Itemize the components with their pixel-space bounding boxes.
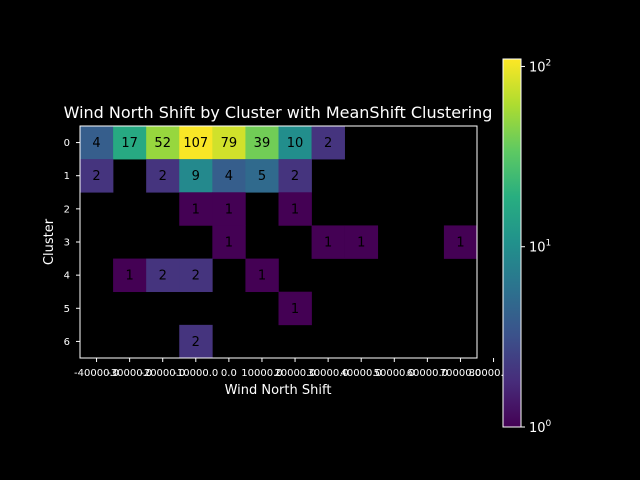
x-tick-label: 10000.0 [241,368,282,379]
cell-value-label: 5 [258,169,266,184]
cell-value-label: 1 [324,236,332,251]
cell-value-label: 4 [225,169,233,184]
x-tick-label: 60000.0 [407,368,448,379]
cell-value-label: 1 [357,236,365,251]
cell-value-label: 9 [192,169,200,184]
x-tick-label: 40000.0 [341,368,382,379]
cell-value-label: 2 [192,269,200,284]
colorbar-tick-label: 101 [529,239,551,256]
x-axis-label: Wind North Shift [225,383,332,398]
cell-value-label: 2 [324,136,332,151]
y-axis-ticks: 0 1 2 3 4 5 6 [64,138,80,348]
heatmap-cell [113,126,147,160]
colorbar-tick-label: 100 [529,419,552,436]
x-tick-label: -30000.0 [107,368,152,379]
cell-value-label: 79 [221,136,238,151]
heatmap-cell [146,126,180,160]
cell-value-label: 52 [154,136,171,151]
chart-title: Wind North Shift by Cluster with MeanShi… [64,103,493,122]
heatmap-cell [80,126,114,160]
heatmap-cell [212,225,246,259]
y-tick-label: 1 [64,171,70,182]
heatmap-cell [278,159,312,193]
cell-value-label: 1 [192,202,200,217]
cell-value-label: 17 [121,136,138,151]
heatmap-cell [245,258,279,293]
heatmap-cell [245,126,279,160]
heatmap-cell [179,159,213,193]
heatmap-cell [179,324,213,359]
heatmap-cell [278,291,312,326]
cell-value-label: 4 [92,136,100,151]
heatmap-cell [443,225,478,259]
cell-value-label: 2 [159,269,167,284]
x-tick-label: 70000.0 [440,368,481,379]
heatmap-cell [146,159,180,193]
heatmap-cell [278,192,312,226]
x-tick-label: -20000.0 [140,368,185,379]
heatmap-cell [311,225,345,259]
heatmap-cell [344,225,379,259]
y-tick-label: 3 [64,238,70,249]
heatmap-cell [179,126,213,160]
cell-value-label: 2 [291,169,299,184]
y-tick-label: 4 [64,271,70,282]
x-tick-label: 50000.0 [374,368,415,379]
y-axis-label: Cluster [42,218,57,265]
y-tick-label: 5 [64,304,70,315]
colorbar [502,58,522,428]
cell-value-label: 1 [258,269,266,284]
x-tick-label: 20000.0 [274,368,315,379]
heatmap-cell [278,126,312,160]
cell-value-label: 1 [225,202,233,217]
cell-value-label: 1 [291,302,299,317]
colorbar-ticks: 100 101 102 [521,58,552,436]
cell-value-label: 1 [125,269,133,284]
y-tick-label: 0 [64,138,70,149]
heatmap-cell [113,258,147,293]
cell-value-label: 107 [183,136,208,151]
heatmap-cell [179,192,213,226]
cell-value-label: 39 [254,136,271,151]
heatmap-cell [212,159,246,193]
x-tick-label: -40000.0 [74,368,119,379]
cell-value-label: 2 [192,335,200,350]
heatmap-cell [179,258,213,293]
cell-value-label: 1 [225,236,233,251]
heatmap-cell [311,126,345,160]
cell-value-label: 2 [159,169,167,184]
x-tick-label: -10000.0 [173,368,218,379]
cell-value-label: 2 [92,169,100,184]
x-tick-label: 80000.0+ [469,368,519,379]
heatmap-cell [245,159,279,193]
y-tick-label: 2 [64,204,70,215]
cell-value-label: 1 [456,236,464,251]
heatmap-cells [80,126,478,359]
colorbar-tick-label: 102 [529,58,551,75]
x-tick-label: 0.0 [221,368,237,379]
heatmap-cell-labels: 4 17 52 107 79 39 10 22 2 9 4 5 21 1 11 1 1 11 2 2 112 [92,136,464,350]
heatmap-cell [212,126,246,160]
y-tick-label: 6 [64,337,70,348]
heatmap-cell [146,258,180,293]
cell-value-label: 10 [287,136,304,151]
heatmap-cell [212,192,246,226]
cell-value-label: 1 [291,202,299,217]
heatmap-cell [80,159,114,193]
x-axis-ticks: -40000.0-30000.0-20000.0-10000.0 0.0 10000… [74,358,518,379]
x-tick-label: 30000.0 [307,368,348,379]
